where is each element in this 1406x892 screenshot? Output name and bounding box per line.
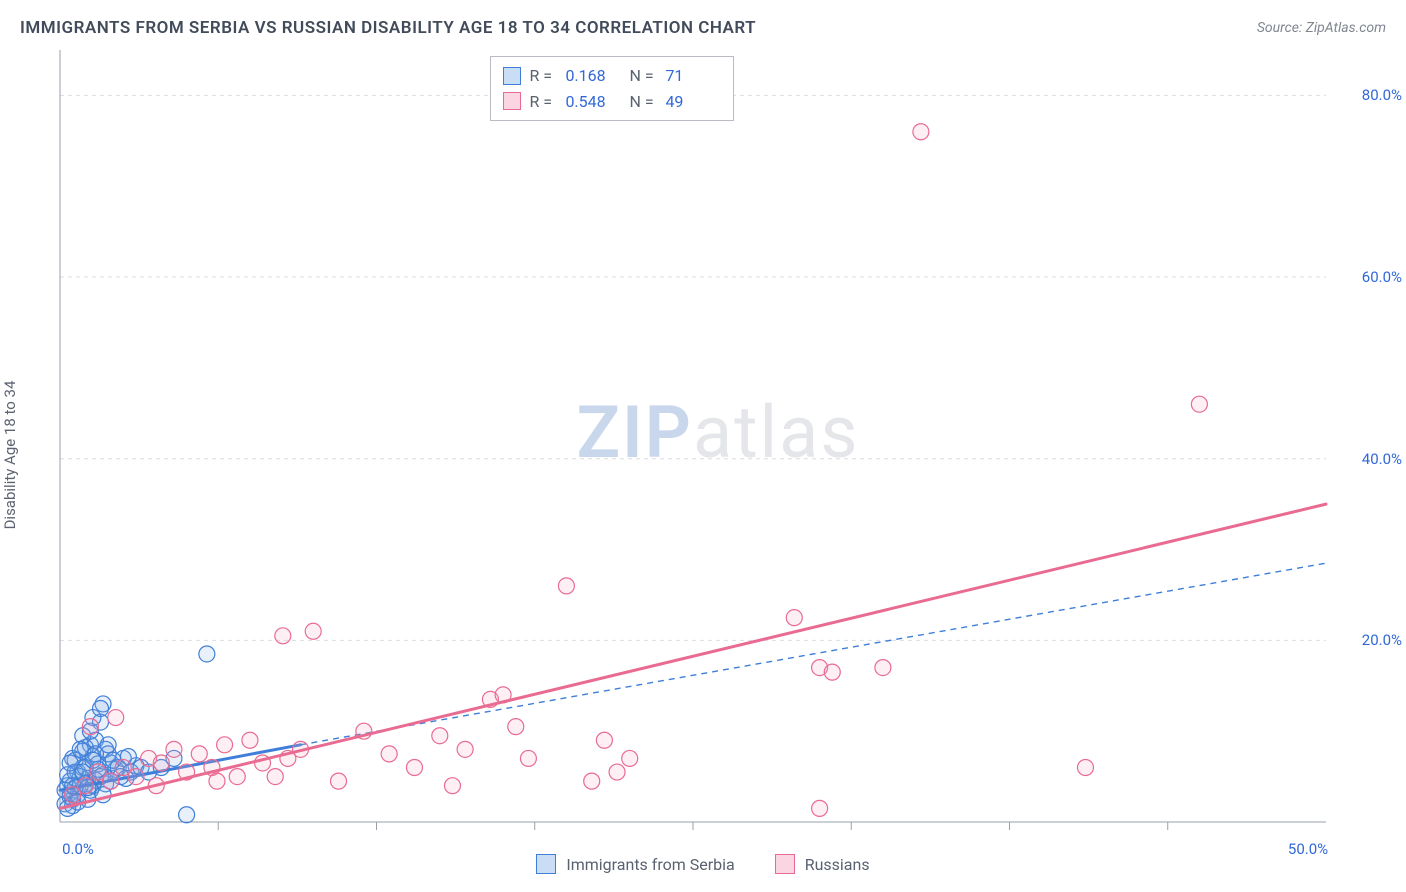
legend-swatch — [536, 854, 556, 874]
legend-label: Immigrants from Serbia — [566, 855, 734, 874]
stats-r-value: 0.168 — [565, 63, 621, 89]
legend-label: Russians — [805, 855, 870, 874]
y-tick: 40.0% — [1362, 450, 1402, 468]
stats-row: R = 0.168 N = 71 — [503, 63, 721, 89]
y-axis-label: Disability Age 18 to 34 — [1, 381, 19, 530]
stats-swatch — [503, 67, 521, 85]
stats-legend-box: R = 0.168 N = 71 R = 0.548 N = 49 — [490, 56, 734, 121]
stats-n-value: 71 — [665, 63, 721, 89]
bottom-legend: Immigrants from Serbia Russians — [0, 854, 1406, 874]
y-tick: 80.0% — [1362, 86, 1402, 104]
y-tick: 20.0% — [1362, 631, 1402, 649]
stats-r-value: 0.548 — [565, 89, 621, 115]
legend-swatch — [775, 854, 795, 874]
chart-source: Source: ZipAtlas.com — [1257, 20, 1386, 36]
scatter-chart — [50, 50, 1386, 832]
plot-area: ZIPatlas R =0.168N =71R =0.548N =49 — [50, 50, 1386, 832]
stats-n-label: N = — [629, 63, 657, 89]
legend-item: Russians — [775, 854, 870, 874]
stats-n-value: 49 — [665, 89, 721, 115]
stats-r-label: R = — [529, 89, 557, 115]
stats-row: R = 0.548 N = 49 — [503, 89, 721, 115]
stats-n-label: N = — [629, 89, 657, 115]
legend-item: Immigrants from Serbia — [536, 854, 734, 874]
stats-swatch — [503, 92, 521, 110]
stats-r-label: R = — [529, 63, 557, 89]
y-tick: 60.0% — [1362, 268, 1402, 286]
chart-header: IMMIGRANTS FROM SERBIA VS RUSSIAN DISABI… — [20, 18, 1386, 38]
chart-title: IMMIGRANTS FROM SERBIA VS RUSSIAN DISABI… — [20, 18, 756, 38]
